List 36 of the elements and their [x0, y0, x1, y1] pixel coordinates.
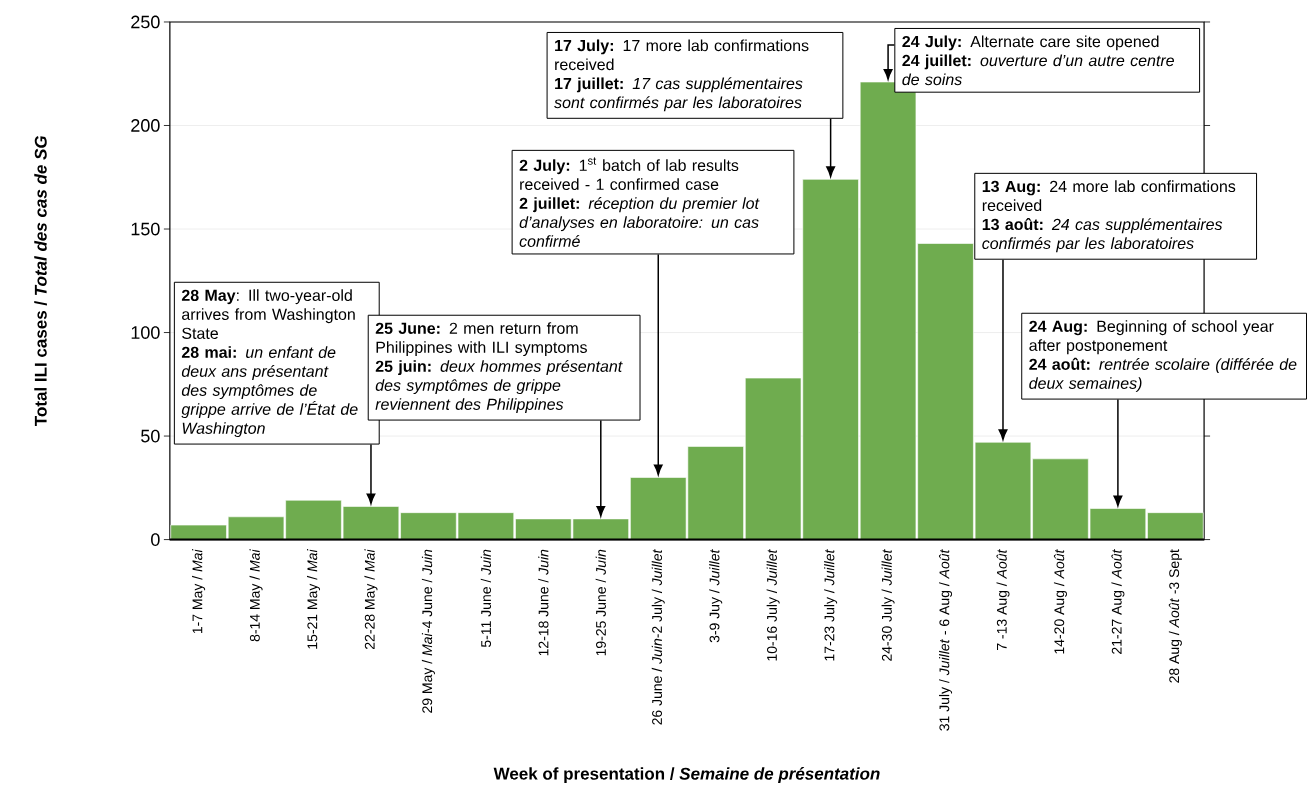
x-tick-label: 31 July / Juillet - 6 Aug / Août — [938, 548, 953, 731]
annotation: 13 Aug: 24 more lab confirmations received — [982, 180, 1236, 211]
annotation: 13 août: 24 cas supplémentaires confirmés par les laboratoires — [982, 217, 1223, 253]
annotation: 28 mai: un enfant de deux ans présentant des symptômes de grippe arrive de l’État de Washington — [181, 346, 358, 437]
x-tick-label: 10-16 July / Juillet — [766, 548, 780, 661]
x-tick-label: 22-28 May / Mai — [364, 548, 378, 649]
y-tick-label: 250 — [131, 15, 160, 29]
x-tick-label: 19-25 June / Juin — [595, 549, 606, 656]
annotation: 17 juillet: 17 cas supplémentaires sont confirmés par les laboratoires — [554, 77, 803, 112]
x-tick-label: 14-20 Aug / Août — [1053, 548, 1067, 654]
x-tick-label: 15-21 May / Mai — [306, 548, 321, 649]
annotation: 2 juillet: réception du premier lot d’analyses en laboratoire: un cas confirmé — [519, 196, 760, 247]
x-tick-label: 17-23 July / Juillet — [824, 548, 838, 661]
y-tick-label: 100 — [131, 325, 160, 339]
x-tick-label: 3-9 Juy / Juillet — [709, 548, 723, 643]
x-tick-label: 26 June / Juin-2 July / Juillet — [651, 548, 665, 725]
x-tick-label: 24-30 July / Juillet — [881, 548, 895, 661]
x-tick-label: 7 -13 Aug / Août — [996, 548, 1010, 650]
annotation: 17 July: 17 more lab confirmations received — [555, 39, 809, 70]
x-tick-label: 12-18 June / Juin — [538, 549, 549, 656]
x-tick-label: 8-14 May / Mai — [249, 548, 263, 642]
x-tick-label: 29 May / Mai-4 June / Juin — [421, 549, 435, 713]
text: 24 juillet: ouverture d’un autre centre de soins — [902, 54, 1174, 85]
annotation: 24 août: rentrée scolaire (différée de deux semaines) — [1029, 357, 1297, 392]
x-tick-label: 5-11 June / Juin — [480, 549, 492, 647]
y-axis-title: Total ILI cases / Total des cas de SG — [34, 135, 47, 426]
annotation: 25 juin: deux hommes présentant des symptômes de grippe reviennent des Philippines — [375, 359, 623, 413]
x-tick-label: 21-27 Aug / Août — [1111, 548, 1125, 654]
x-tick-label: 28 Aug / Août -3 Sept — [1168, 549, 1182, 683]
annotation: 24 July: Alternate care site opened — [902, 35, 1159, 51]
y-tick-label: 200 — [131, 118, 160, 132]
y-tick-label: 50 — [141, 429, 160, 443]
y-tick-label: 0 — [151, 533, 160, 546]
y-tick-label: 150 — [131, 222, 160, 236]
x-tick-label: 1-7 May / Mai — [192, 548, 206, 633]
x-axis-title: Week of presentation / Semaine de présentation — [493, 766, 880, 783]
